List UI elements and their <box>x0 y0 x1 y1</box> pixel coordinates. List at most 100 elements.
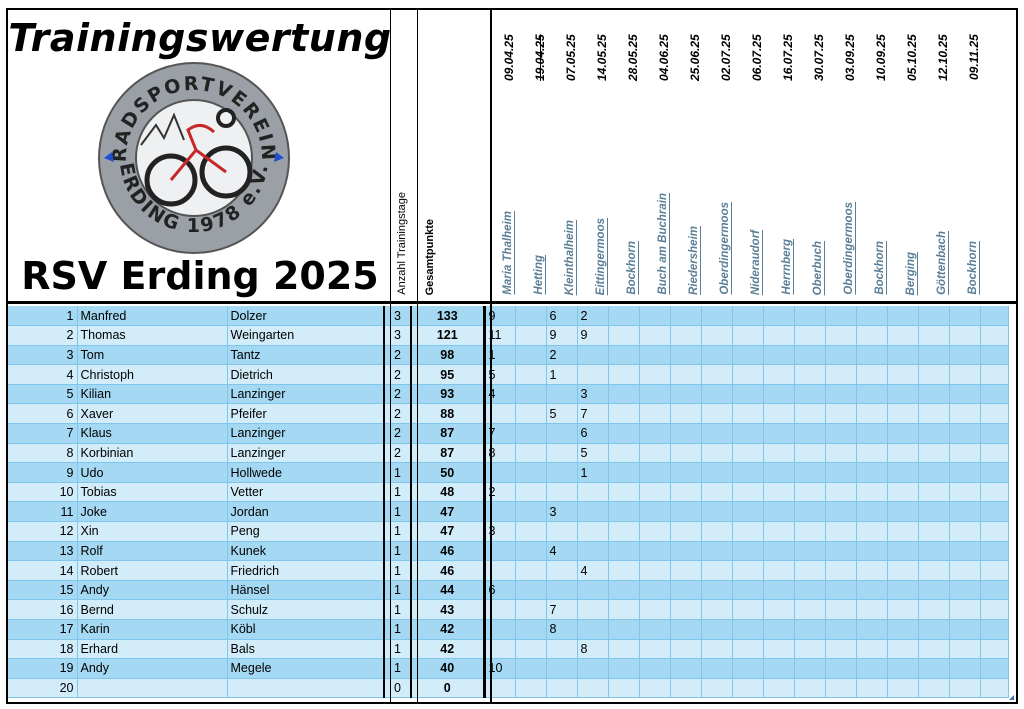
last-name-cell[interactable]: Schulz <box>227 599 385 620</box>
score-cell[interactable] <box>608 403 640 425</box>
first-name-cell[interactable]: Kilian <box>77 384 228 405</box>
score-cell[interactable] <box>608 423 640 444</box>
score-cell[interactable] <box>825 364 857 385</box>
score-cell[interactable] <box>639 599 671 620</box>
score-cell[interactable] <box>794 403 826 425</box>
score-cell[interactable]: 2 <box>546 345 578 366</box>
score-cell[interactable] <box>887 599 919 620</box>
score-cell[interactable] <box>608 345 640 366</box>
rank-cell[interactable]: 9 <box>8 462 78 483</box>
count-cell[interactable]: 1 <box>383 501 412 523</box>
score-cell[interactable] <box>856 639 888 660</box>
count-cell[interactable]: 2 <box>383 345 412 366</box>
score-cell[interactable]: 2 <box>484 482 516 503</box>
score-cell[interactable]: 2 <box>577 306 609 327</box>
score-cell[interactable] <box>794 599 826 620</box>
score-cell[interactable] <box>856 501 888 523</box>
score-cell[interactable] <box>515 306 547 327</box>
score-cell[interactable] <box>701 541 733 562</box>
score-cell[interactable] <box>825 619 857 640</box>
score-cell[interactable] <box>546 521 578 542</box>
first-name-cell[interactable]: Andy <box>77 658 228 679</box>
score-cell[interactable] <box>980 521 1009 542</box>
total-cell[interactable]: 88 <box>411 403 486 425</box>
first-name-cell[interactable]: Robert <box>77 560 228 581</box>
score-cell[interactable] <box>918 541 950 562</box>
score-cell[interactable] <box>701 482 733 503</box>
count-cell[interactable]: 1 <box>383 599 412 620</box>
score-cell[interactable] <box>515 423 547 444</box>
score-cell[interactable] <box>856 364 888 385</box>
score-cell[interactable] <box>763 423 795 444</box>
score-cell[interactable]: 5 <box>546 403 578 425</box>
score-cell[interactable] <box>732 619 764 640</box>
score-cell[interactable] <box>949 678 981 699</box>
score-cell[interactable] <box>639 423 671 444</box>
score-cell[interactable] <box>887 678 919 699</box>
score-cell[interactable] <box>980 639 1009 660</box>
score-cell[interactable] <box>670 423 702 444</box>
score-cell[interactable] <box>484 501 516 523</box>
score-cell[interactable] <box>980 580 1009 601</box>
score-cell[interactable] <box>887 443 919 464</box>
score-cell[interactable] <box>732 384 764 405</box>
count-cell[interactable]: 2 <box>383 384 412 405</box>
rank-cell[interactable]: 11 <box>8 501 78 523</box>
score-cell[interactable]: 4 <box>484 384 516 405</box>
score-cell[interactable] <box>639 325 671 346</box>
rank-cell[interactable]: 16 <box>8 599 78 620</box>
score-cell[interactable] <box>980 462 1009 483</box>
last-name-cell[interactable]: Vetter <box>227 482 385 503</box>
count-cell[interactable]: 3 <box>383 325 412 346</box>
score-cell[interactable] <box>856 678 888 699</box>
first-name-cell[interactable] <box>77 678 228 699</box>
score-cell[interactable] <box>887 423 919 444</box>
score-cell[interactable] <box>794 501 826 523</box>
last-name-cell[interactable]: Tantz <box>227 345 385 366</box>
score-cell[interactable]: 5 <box>577 443 609 464</box>
score-cell[interactable] <box>856 521 888 542</box>
score-cell[interactable] <box>515 443 547 464</box>
score-cell[interactable] <box>577 345 609 366</box>
score-cell[interactable] <box>918 639 950 660</box>
score-cell[interactable]: 5 <box>484 364 516 385</box>
score-cell[interactable] <box>887 325 919 346</box>
score-cell[interactable] <box>515 364 547 385</box>
score-cell[interactable] <box>794 541 826 562</box>
last-name-cell[interactable]: Hollwede <box>227 462 385 483</box>
event-location-link[interactable]: Buch am Buchrain <box>657 193 669 295</box>
score-cell[interactable] <box>980 678 1009 699</box>
score-cell[interactable] <box>856 384 888 405</box>
score-cell[interactable] <box>608 384 640 405</box>
score-cell[interactable] <box>763 560 795 581</box>
score-cell[interactable] <box>794 521 826 542</box>
last-name-cell[interactable]: Friedrich <box>227 560 385 581</box>
score-cell[interactable] <box>856 306 888 327</box>
count-cell[interactable]: 3 <box>383 306 412 327</box>
total-cell[interactable]: 98 <box>411 345 486 366</box>
count-cell[interactable]: 0 <box>383 678 412 699</box>
score-cell[interactable] <box>918 599 950 620</box>
event-location-link[interactable]: Nideraudorf <box>750 229 762 295</box>
score-cell[interactable] <box>763 325 795 346</box>
score-cell[interactable] <box>856 462 888 483</box>
last-name-cell[interactable]: Lanzinger <box>227 384 385 405</box>
score-cell[interactable] <box>794 423 826 444</box>
score-cell[interactable] <box>887 403 919 425</box>
score-cell[interactable] <box>856 345 888 366</box>
score-cell[interactable] <box>670 619 702 640</box>
last-name-cell[interactable]: Bals <box>227 639 385 660</box>
count-cell[interactable]: 1 <box>383 580 412 601</box>
score-cell[interactable] <box>732 306 764 327</box>
score-cell[interactable]: 10 <box>484 658 516 679</box>
score-cell[interactable] <box>670 521 702 542</box>
score-cell[interactable] <box>949 482 981 503</box>
score-cell[interactable] <box>980 345 1009 366</box>
score-cell[interactable] <box>856 482 888 503</box>
count-cell[interactable]: 1 <box>383 462 412 483</box>
score-cell[interactable] <box>608 560 640 581</box>
score-cell[interactable] <box>980 423 1009 444</box>
score-cell[interactable]: 8 <box>577 639 609 660</box>
score-cell[interactable] <box>949 345 981 366</box>
event-location-link[interactable]: Bockhorn <box>626 241 638 295</box>
